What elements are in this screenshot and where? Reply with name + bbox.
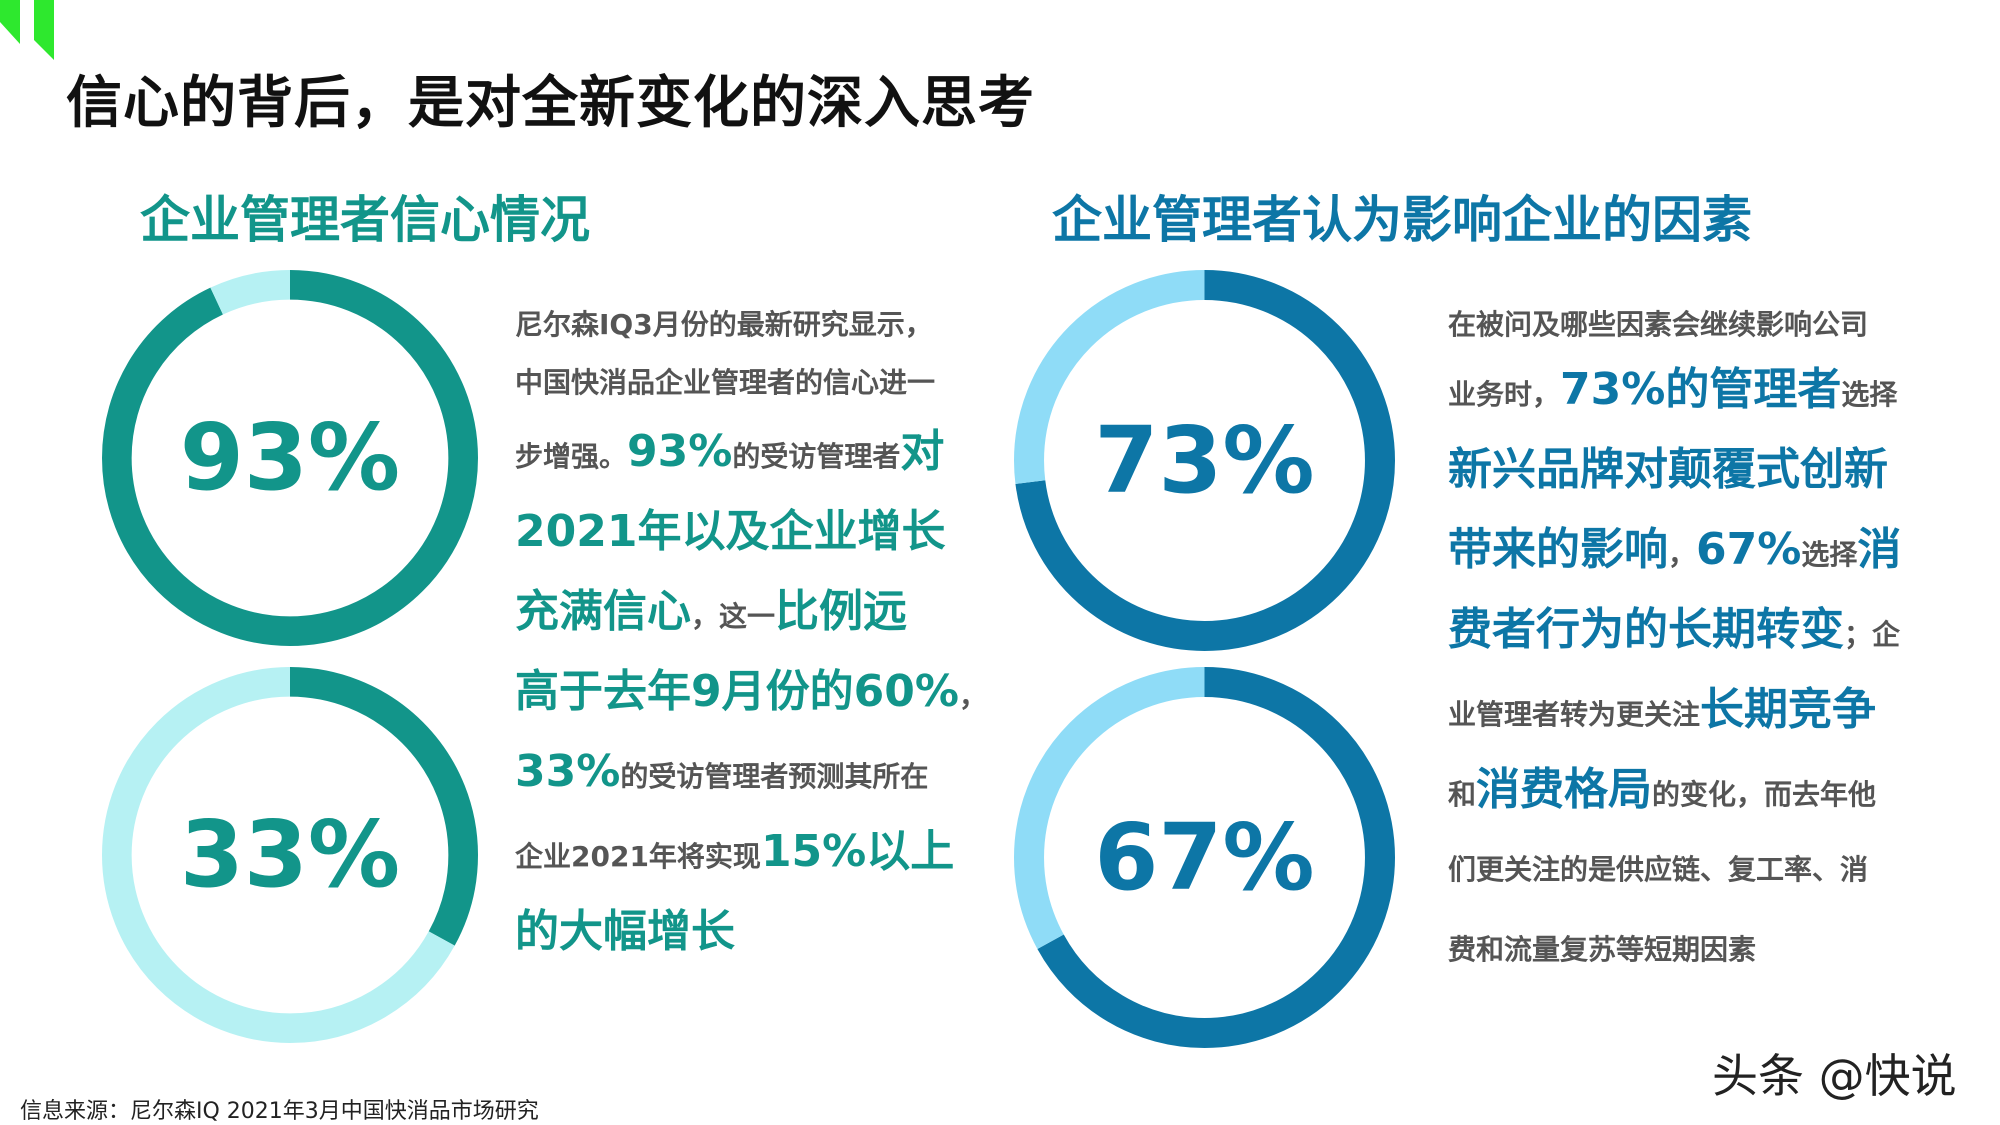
donut-center-label: 93% xyxy=(179,404,401,511)
body-text: ；企 xyxy=(1844,618,1901,651)
highlight-text: 33% xyxy=(515,746,621,797)
highlight-text: 长期竞争 xyxy=(1700,684,1877,735)
page-title: 信心的背后，是对全新变化的深入思考 xyxy=(66,71,1035,136)
highlight-text: 高于去年9月份的60% xyxy=(515,666,959,717)
body-text: 费和流量复苏等短期因素 xyxy=(1448,933,1757,966)
body-text: 选择 xyxy=(1801,538,1858,571)
donut-chart-73: 73% xyxy=(1012,268,1397,653)
paragraph-line: 步增强。93%的受访管理者对 xyxy=(515,412,985,492)
donut-slice-remainder xyxy=(102,270,478,646)
left-description-paragraph: 尼尔森IQ3月份的最新研究显示， 中国快消品企业管理者的信心进一 步增强。93%的受… xyxy=(515,296,987,972)
donut-slice-remainder xyxy=(1013,269,1396,652)
body-text: 选择 xyxy=(1841,378,1898,411)
watermark: 头条 @快说 xyxy=(1712,1049,1957,1103)
paragraph-line: 2021年以及企业增长 xyxy=(515,492,985,572)
body-text: 中国快消品企业管理者的信心进一 xyxy=(515,366,936,399)
highlight-text: 比例远 xyxy=(775,586,908,637)
paragraph-line: 尼尔森IQ3月份的最新研究显示， xyxy=(515,296,985,354)
highlight-text: 的大幅增长 xyxy=(515,906,735,957)
highlight-text: 带来的影响 xyxy=(1448,524,1668,575)
body-text: 在被问及哪些因素会继续影响公司 xyxy=(1448,308,1869,341)
body-text: 和 xyxy=(1448,778,1477,811)
highlight-text: 93% xyxy=(627,426,733,477)
paragraph-line: 的大幅增长 xyxy=(515,892,985,972)
donut-chart-67: 67% xyxy=(1012,665,1397,1050)
highlight-text: 费者行为的长期转变 xyxy=(1448,604,1844,655)
body-text: 的变化，而去年他 xyxy=(1652,778,1877,811)
donut-center-label: 33% xyxy=(179,801,401,908)
paragraph-line: 们更关注的是供应链、复工率、消 xyxy=(1448,830,1948,910)
paragraph-line: 在被问及哪些因素会继续影响公司 xyxy=(1448,300,1948,350)
donut-center-label: 73% xyxy=(1094,406,1315,514)
paragraph-line: 中国快消品企业管理者的信心进一 xyxy=(515,354,985,412)
paragraph-line: 费和流量复苏等短期因素 xyxy=(1448,910,1948,990)
donut-chart-93: 93% xyxy=(100,268,480,648)
paragraph-line: 带来的影响，67%选择消 xyxy=(1448,510,1948,590)
body-text: 步增强。 xyxy=(515,440,628,473)
highlight-text: 消费格局 xyxy=(1476,764,1653,815)
brand-logo-icon xyxy=(0,0,54,60)
right-description-paragraph: 在被问及哪些因素会继续影响公司 业务时，73%的管理者选择 新兴品牌对颠覆式创新 带来… xyxy=(1448,300,1948,990)
paragraph-line: 高于去年9月份的60%， xyxy=(515,652,987,732)
highlight-text: 充满信心 xyxy=(515,586,691,637)
body-text: 业务时， xyxy=(1448,378,1561,411)
source-note: 信息来源：尼尔森IQ 2021年3月中国快消品市场研究 xyxy=(20,1099,539,1124)
body-text: 的受访管理者 xyxy=(732,440,901,473)
donut-slice-remainder xyxy=(1013,666,1396,1049)
body-text: 的受访管理者预测其所在 xyxy=(620,760,929,793)
donut-center-label: 67% xyxy=(1094,803,1315,911)
highlight-text: 2021年以及企业增长 xyxy=(515,506,946,557)
paragraph-line: 新兴品牌对颠覆式创新 xyxy=(1448,430,1948,510)
paragraph-line: 业务时，73%的管理者选择 xyxy=(1448,350,1948,430)
highlight-text: 对 xyxy=(900,426,945,477)
body-text: 业管理者转为更关注 xyxy=(1448,698,1701,731)
body-text: 们更关注的是供应链、复工率、消 xyxy=(1448,853,1869,886)
highlight-text: 15%以上 xyxy=(760,826,955,877)
paragraph-line: 费者行为的长期转变；企 xyxy=(1448,590,1948,670)
body-text: 企业2021年将实现 xyxy=(515,840,761,873)
body-text: ， xyxy=(1668,538,1697,571)
highlight-text: 73%的管理者 xyxy=(1560,364,1842,415)
body-text: 尼尔森IQ3月份的最新研究显示， xyxy=(515,308,933,341)
paragraph-line: 业管理者转为更关注长期竞争 xyxy=(1448,670,1948,750)
body-text: ， xyxy=(958,680,987,713)
left-section-heading: 企业管理者信心情况 xyxy=(140,191,590,249)
donut-slice-remainder xyxy=(102,667,478,1043)
paragraph-line: 充满信心，这一比例远 xyxy=(515,572,985,652)
highlight-text: 67% xyxy=(1696,524,1802,575)
paragraph-line: 和消费格局的变化，而去年他 xyxy=(1448,750,1948,830)
donut-chart-33: 33% xyxy=(100,665,480,1045)
paragraph-line: 企业2021年将实现15%以上 xyxy=(515,812,985,892)
right-section-heading: 企业管理者认为影响企业的因素 xyxy=(1052,191,1752,249)
highlight-text: 新兴品牌对颠覆式创新 xyxy=(1448,444,1888,495)
highlight-text: 消 xyxy=(1857,524,1902,575)
body-text: ，这一 xyxy=(691,600,776,633)
paragraph-line: 33%的受访管理者预测其所在 xyxy=(515,732,985,812)
